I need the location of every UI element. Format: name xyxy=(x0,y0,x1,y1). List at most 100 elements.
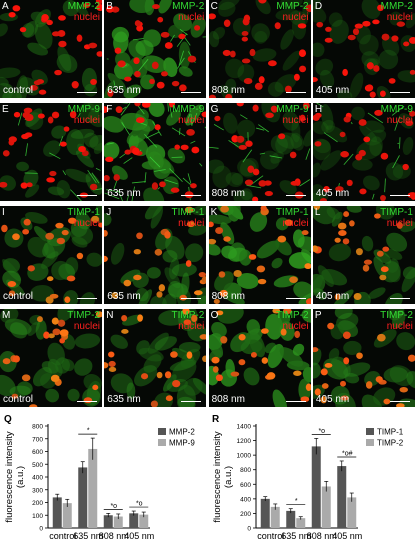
nuclei-label: nuclei xyxy=(73,12,100,23)
bar xyxy=(103,515,113,528)
legend-swatch xyxy=(366,439,374,446)
y-tick-label: 400 xyxy=(240,496,251,503)
x-tick-label: 808 nm xyxy=(307,531,337,541)
nuclei-label: nuclei xyxy=(178,115,205,126)
marker-label: MMP-9 xyxy=(276,104,309,115)
y-tick-label: 500 xyxy=(32,462,43,469)
bar xyxy=(78,467,88,528)
micrograph-panel: D MMP-2 nuclei 405 nm xyxy=(312,0,415,98)
y-tick-label: 700 xyxy=(32,436,43,443)
nuclei-label: nuclei xyxy=(178,12,205,23)
nuclei-label: nuclei xyxy=(282,218,309,229)
significance-marker: * xyxy=(87,428,90,435)
condition-label: 405 nm xyxy=(315,188,350,199)
legend-swatch xyxy=(366,428,374,435)
micrograph-image xyxy=(0,309,102,407)
scale-bar xyxy=(285,298,306,299)
y-tick-label: 800 xyxy=(240,467,251,474)
nuclei-label: nuclei xyxy=(73,321,100,332)
significance-marker: *o xyxy=(318,428,325,435)
condition-label: 808 nm xyxy=(211,394,245,405)
micrograph-image xyxy=(312,206,415,304)
bar xyxy=(270,506,280,528)
y-tick-label: 100 xyxy=(32,513,43,520)
scale-bar xyxy=(389,92,410,93)
scale-bar xyxy=(389,195,410,196)
x-tick-label: control xyxy=(49,531,76,541)
condition-label: 405 nm xyxy=(315,85,350,96)
nuclei-label: nuclei xyxy=(282,115,309,126)
marker-label: MMP-9 xyxy=(172,104,205,115)
legend-swatch xyxy=(158,439,166,446)
x-tick-label: 405 nm xyxy=(332,531,362,541)
y-tick-label: 0 xyxy=(39,526,43,533)
panel-label: A xyxy=(2,1,9,12)
micrograph-panel: I TIMP-1 nuclei control xyxy=(0,206,102,304)
y-tick-label: 600 xyxy=(240,482,251,489)
micrograph-image xyxy=(312,0,415,98)
scale-bar xyxy=(285,92,306,93)
scale-bar xyxy=(77,401,97,402)
marker-label: TIMP-1 xyxy=(67,207,100,218)
bar xyxy=(260,498,270,528)
scale-bar xyxy=(77,92,97,93)
bar xyxy=(286,510,296,528)
significance-marker: * xyxy=(295,498,298,505)
nuclei-label: nuclei xyxy=(386,12,413,23)
panel-label: F xyxy=(106,104,113,115)
panel-label: I xyxy=(2,207,5,218)
bar xyxy=(296,518,306,528)
y-axis-label: (a.u.) xyxy=(223,466,234,488)
legend-swatch xyxy=(158,428,166,435)
scale-bar xyxy=(77,298,97,299)
scale-bar xyxy=(181,401,202,402)
scale-bar xyxy=(77,195,97,196)
legend-label: MMP-9 xyxy=(169,439,195,448)
marker-label: TIMP-1 xyxy=(275,207,309,218)
scale-bar xyxy=(181,195,202,196)
y-tick-label: 300 xyxy=(32,487,43,494)
micrograph-image xyxy=(312,103,415,201)
micrograph-image xyxy=(312,309,415,407)
y-tick-label: 800 xyxy=(32,424,43,431)
micrograph-panel: J TIMP-1 nuclei 635 nm xyxy=(104,206,207,304)
micrograph-image xyxy=(104,103,207,201)
y-tick-label: 400 xyxy=(32,475,43,482)
condition-label: 635 nm xyxy=(107,394,141,405)
nuclei-label: nuclei xyxy=(386,115,413,126)
condition-label: 405 nm xyxy=(315,291,350,302)
micrograph-panel: P TIMP-2 nuclei 405 nm xyxy=(312,309,415,407)
y-tick-label: 1400 xyxy=(237,424,252,431)
condition-label: control xyxy=(3,291,34,302)
micrograph-image xyxy=(208,0,311,98)
marker-label: MMP-2 xyxy=(380,1,413,12)
y-tick-label: 1000 xyxy=(237,453,252,460)
condition-label: control xyxy=(3,394,34,405)
bar xyxy=(129,513,139,528)
panel-label: G xyxy=(210,104,219,115)
micrograph-panel: A MMP-2 nuclei control xyxy=(0,0,102,98)
panel-label: B xyxy=(106,1,113,12)
marker-label: TIMP-2 xyxy=(275,310,309,321)
panel-label: M xyxy=(2,310,11,321)
micrograph-panel: L TIMP-1 nuclei 405 nm xyxy=(312,206,415,304)
marker-label: MMP-2 xyxy=(172,1,205,12)
condition-label: 405 nm xyxy=(315,394,350,405)
scale-bar xyxy=(181,92,202,93)
nuclei-label: nuclei xyxy=(282,321,309,332)
panel-label: K xyxy=(210,207,218,218)
x-tick-label: 635 nm xyxy=(281,531,311,541)
marker-label: MMP-9 xyxy=(380,104,413,115)
condition-label: 635 nm xyxy=(107,188,141,199)
panel-label: O xyxy=(210,310,219,321)
condition-label: 635 nm xyxy=(107,291,141,302)
chart-panel-label: R xyxy=(212,414,220,425)
micrograph-panel: C MMP-2 nuclei 808 nm xyxy=(208,0,311,98)
micrograph-panel: G MMP-9 nuclei 808 nm xyxy=(208,103,311,201)
micrograph-image xyxy=(104,206,207,304)
micrograph-panel: N TIMP-2 nuclei 635 nm xyxy=(104,309,207,407)
micrograph-image xyxy=(0,0,102,98)
